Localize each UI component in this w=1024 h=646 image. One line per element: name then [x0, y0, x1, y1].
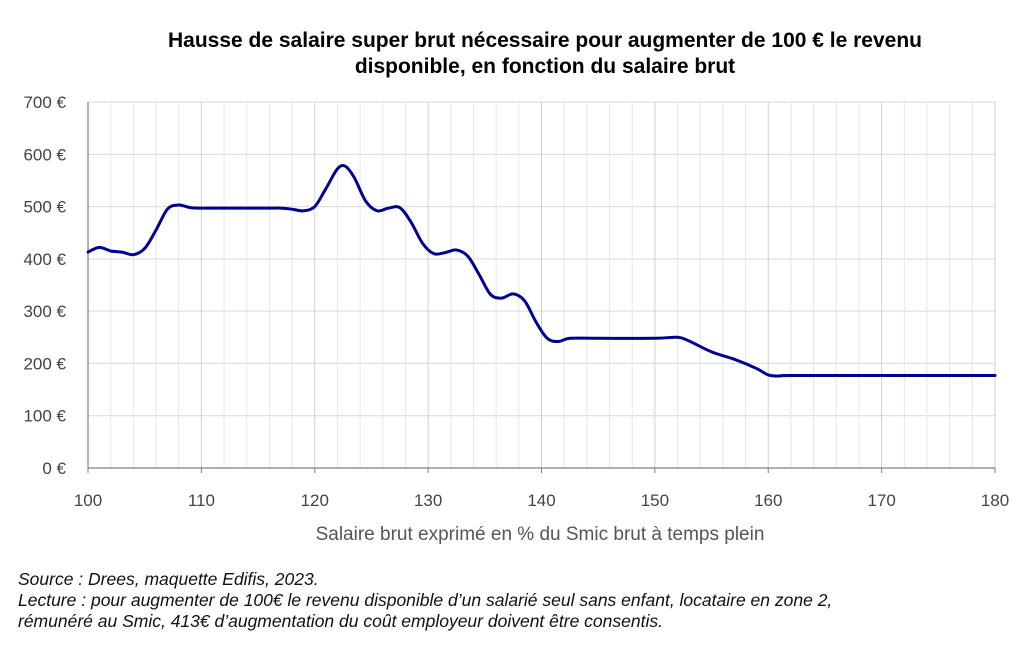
- y-tick-label: 400 €: [23, 250, 66, 269]
- x-tick-label: 130: [414, 491, 442, 510]
- x-tick-label: 100: [74, 491, 102, 510]
- lecture-note-line-1: Lecture : pour augmenter de 100€ le reve…: [18, 590, 833, 610]
- y-tick-label: 600 €: [23, 145, 66, 164]
- chart-title: Hausse de salaire super brut nécessaire …: [80, 28, 1010, 80]
- x-tick-label: 170: [867, 491, 895, 510]
- x-tick-label: 120: [301, 491, 329, 510]
- y-tick-label: 300 €: [23, 302, 66, 321]
- y-tick-labels: 0 € 100 € 200 € 300 € 400 € 500 € 600 € 700 €: [23, 93, 66, 478]
- x-tick-label: 110: [188, 491, 215, 510]
- source-note: Source : Drees, maquette Edifis, 2023.: [18, 569, 319, 589]
- x-tick-label: 160: [754, 491, 782, 510]
- line-chart: 0 € 100 € 200 € 300 € 400 € 500 € 600 € 700 € 1…: [23, 93, 1009, 545]
- grid-lines: [88, 101, 996, 468]
- chart-title-line-2: disponible, en fonction du salaire brut: [354, 55, 736, 78]
- axes: [87, 102, 996, 473]
- chart-notes: Source : Drees, maquette Edifis, 2023. L…: [18, 569, 1018, 632]
- series-group: [86, 164, 997, 378]
- y-tick-label: 700 €: [23, 93, 66, 112]
- series-line: [86, 164, 997, 378]
- x-axis-label: Salaire brut exprimé en % du Smic brut à…: [316, 524, 765, 545]
- y-tick-label: 500 €: [23, 198, 66, 217]
- x-tick-label: 180: [981, 491, 1009, 510]
- chart-title-line-1: Hausse de salaire super brut nécessaire …: [167, 29, 922, 52]
- y-tick-label: 100 €: [23, 407, 66, 426]
- y-tick-label: 0 €: [42, 459, 66, 478]
- x-tick-label: 150: [641, 491, 669, 510]
- x-tick-label: 140: [527, 491, 555, 510]
- lecture-note-line-2: rémunéré au Smic, 413€ d’augmentation du…: [18, 611, 663, 631]
- y-tick-label: 200 €: [23, 354, 66, 373]
- x-tick-labels: 100 110 120 130 140 150 160 170 180: [74, 491, 1009, 510]
